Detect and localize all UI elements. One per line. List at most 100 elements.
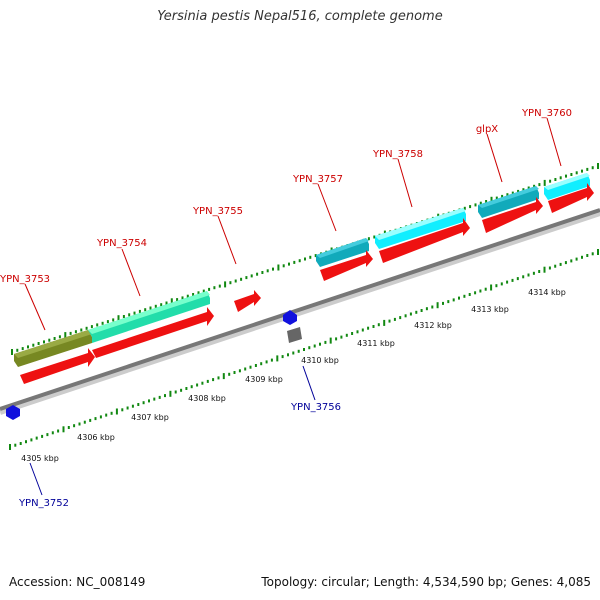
bottom-scale-tick bbox=[67, 426, 70, 429]
top-scale-tick bbox=[559, 176, 562, 180]
kbp-label-4314: 4314 kbp bbox=[528, 288, 566, 297]
top-scale-tick bbox=[586, 167, 589, 171]
bottom-scale-tick bbox=[591, 252, 594, 256]
gene-bar-ypn-3756[interactable] bbox=[283, 310, 297, 325]
bottom-scale-tick bbox=[356, 330, 359, 334]
top-scale-tick bbox=[474, 203, 477, 207]
red-arrow-3[interactable] bbox=[234, 290, 261, 312]
bottom-scale-tick bbox=[297, 349, 300, 353]
label-ypn-3757: YPN_3757 bbox=[292, 174, 343, 185]
bottom-scale-tick bbox=[126, 406, 129, 410]
bottom-scale-tick bbox=[377, 323, 380, 327]
gene-bar-ypn-3752[interactable] bbox=[6, 405, 20, 420]
bottom-scale-tick bbox=[158, 395, 161, 399]
bottom-scale-tick bbox=[25, 440, 27, 444]
bottom-scale-tick bbox=[169, 390, 172, 397]
bottom-scale-tick bbox=[41, 434, 44, 438]
bottom-scale-tick bbox=[244, 367, 247, 371]
kbp-label-4311: 4311 kbp bbox=[357, 339, 395, 348]
top-scale-tick bbox=[181, 296, 184, 300]
top-scale-tick bbox=[154, 304, 157, 308]
red-arrow-4[interactable] bbox=[320, 250, 373, 281]
bottom-scale-tick bbox=[506, 280, 509, 284]
bottom-scale-tick bbox=[46, 433, 49, 437]
top-scale-tick bbox=[250, 274, 253, 278]
gene-bar-ypn-3760-top bbox=[544, 173, 590, 190]
gene-bar-ypn-3757-top bbox=[316, 238, 369, 258]
bottom-scale-tick bbox=[420, 309, 423, 312]
top-scale-tick bbox=[506, 193, 509, 197]
bottom-scale-tick bbox=[538, 270, 541, 273]
label-ypn-3753: YPN_3753 bbox=[0, 274, 50, 285]
bottom-scale-tick bbox=[393, 317, 396, 321]
kbp-label-4309: 4309 kbp bbox=[245, 375, 283, 384]
top-scale-tick bbox=[575, 171, 578, 175]
bottom-scale-tick bbox=[115, 408, 118, 415]
bottom-scale-tick bbox=[372, 325, 375, 328]
strand-line bbox=[0, 208, 600, 411]
top-scale-tick bbox=[213, 286, 216, 290]
gene-bar-gray[interactable] bbox=[287, 327, 302, 343]
bottom-scale-tick bbox=[329, 337, 332, 344]
top-scale-tick bbox=[21, 347, 24, 351]
bottom-scale-tick bbox=[276, 355, 279, 362]
bottom-scale-tick bbox=[30, 438, 33, 442]
top-scale-tick bbox=[197, 291, 200, 295]
bottom-scale-tick bbox=[249, 365, 252, 369]
red-arrow-6[interactable] bbox=[482, 197, 543, 233]
red-arrow-5[interactable] bbox=[379, 218, 470, 263]
bottom-scale-tick bbox=[99, 415, 102, 419]
top-scale-tick bbox=[144, 308, 147, 312]
top-scale-tick bbox=[581, 169, 583, 173]
top-scale-tick bbox=[112, 318, 115, 322]
label-ypn-3752: YPN_3752 bbox=[18, 498, 69, 509]
top-scale-tick bbox=[538, 183, 541, 187]
bottom-scale-tick bbox=[62, 426, 65, 433]
kbp-label-4305: 4305 kbp bbox=[21, 454, 59, 463]
bottom-scale-tick bbox=[367, 326, 370, 330]
top-scale-tick bbox=[186, 294, 189, 298]
red-arrow-7[interactable] bbox=[548, 183, 594, 213]
bottom-scale-tick bbox=[308, 346, 311, 350]
bottom-scale-tick bbox=[554, 264, 557, 268]
top-scale-tick bbox=[85, 326, 88, 330]
leader-ypn-3752 bbox=[29, 462, 43, 496]
bottom-scale-tick bbox=[474, 291, 477, 295]
topology-text: Topology: circular; Length: 4,534,590 bp… bbox=[261, 575, 591, 589]
kbp-label-4313: 4313 kbp bbox=[471, 305, 509, 314]
accession-text: Accession: NC_008149 bbox=[9, 575, 146, 589]
red-arrow-1[interactable] bbox=[20, 348, 95, 384]
top-scale-tick bbox=[218, 284, 221, 288]
top-scale-tick bbox=[490, 196, 493, 203]
top-scale-tick bbox=[570, 173, 573, 176]
bottom-scale-tick bbox=[238, 369, 241, 373]
top-scale-tick bbox=[261, 271, 264, 274]
top-scale-tick bbox=[245, 276, 248, 280]
bottom-scale-tick bbox=[399, 316, 402, 320]
bottom-scale-tick bbox=[442, 301, 444, 305]
top-scale-tick bbox=[234, 279, 237, 283]
kbp-label-4312: 4312 kbp bbox=[414, 321, 452, 330]
bottom-scale-tick bbox=[174, 390, 177, 394]
bottom-scale-tick bbox=[196, 383, 199, 387]
top-scale-tick bbox=[288, 262, 290, 266]
bottom-scale-ticks bbox=[9, 249, 599, 450]
strand-line-shadow bbox=[0, 210, 600, 415]
red-arrow-2[interactable] bbox=[92, 307, 214, 358]
top-scale-tick bbox=[591, 166, 594, 170]
bottom-scale-tick bbox=[254, 364, 257, 367]
bottom-scale-tick bbox=[185, 387, 188, 390]
kbp-label-4307: 4307 kbp bbox=[131, 413, 169, 422]
bottom-scale-tick bbox=[458, 296, 460, 300]
bottom-scale-tick bbox=[110, 411, 113, 415]
bottom-scale-tick bbox=[570, 259, 573, 263]
bottom-scale-tick bbox=[484, 287, 487, 291]
bottom-scale-tick bbox=[351, 332, 354, 335]
leader-ypn-3755 bbox=[217, 215, 237, 265]
bottom-scale-tick bbox=[164, 394, 166, 398]
top-scale-tick bbox=[298, 259, 301, 263]
upper-label-leaders bbox=[24, 117, 562, 331]
top-scale-tick bbox=[527, 186, 530, 190]
top-scale-tick bbox=[160, 303, 163, 307]
